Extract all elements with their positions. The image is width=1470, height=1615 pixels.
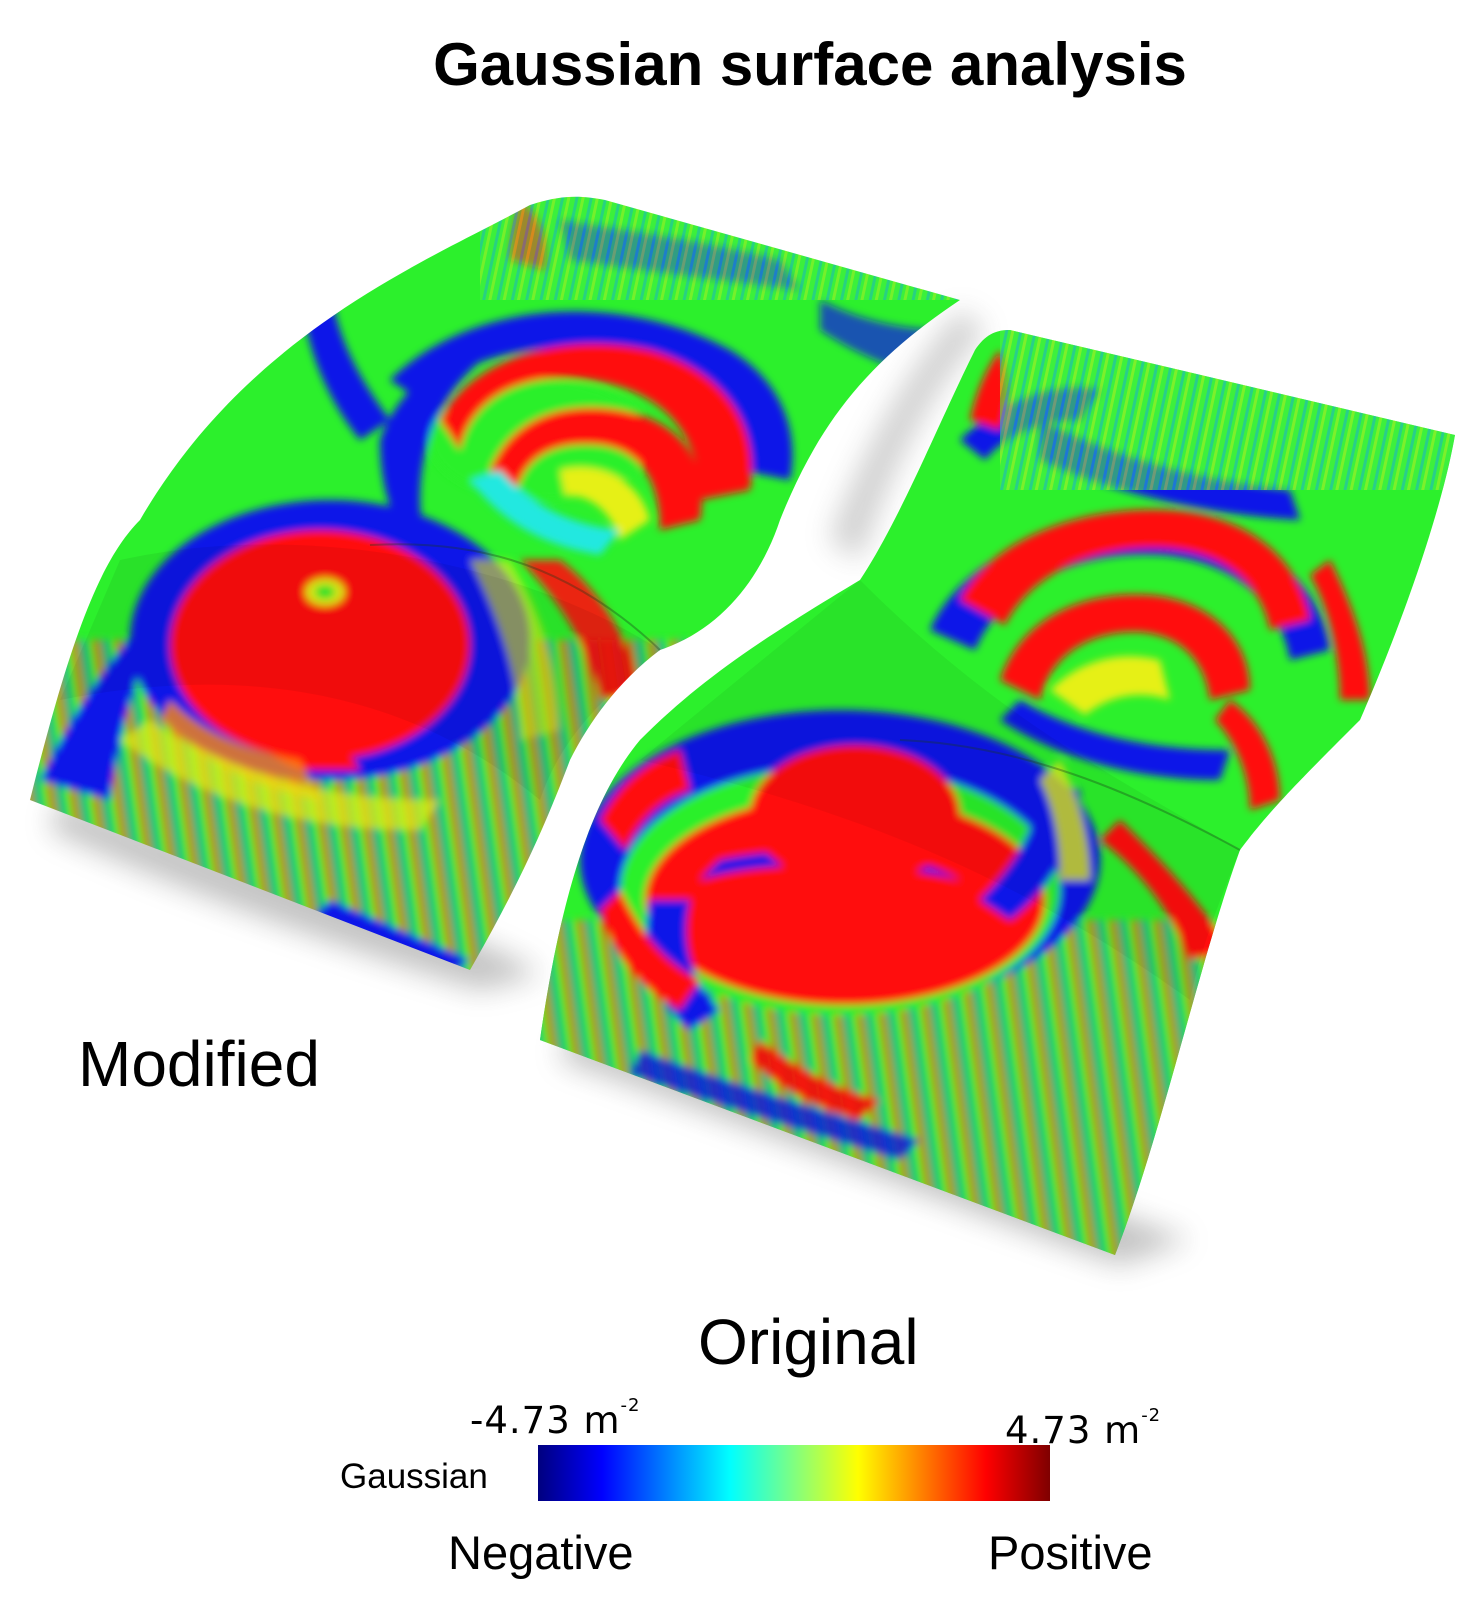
colorbar-min-exponent: -2 [620, 1395, 641, 1416]
colorbar-max-text: 4.73 m [1005, 1409, 1142, 1452]
colorbar-negative-label: Negative [448, 1526, 634, 1579]
modified-surface-shading [60, 544, 660, 800]
colorbar-max-exponent: -2 [1141, 1405, 1162, 1426]
original-label: Original [698, 1306, 919, 1378]
modified-fold-edge [369, 543, 661, 651]
colorbar-name: Gaussian [340, 1457, 488, 1496]
colorbar-min-text: -4.73 m [470, 1399, 621, 1442]
original-fold-edge [899, 739, 1241, 851]
colorbar-positive-label: Positive [988, 1526, 1153, 1579]
colorbar-min-value: -4.73 m-2 [470, 1395, 641, 1442]
colorbar-gradient [538, 1445, 1050, 1501]
figure-title: Gaussian surface analysis [433, 31, 1187, 98]
original-surface-shading [640, 580, 1240, 1000]
colorbar-max-value: 4.73 m-2 [1005, 1405, 1161, 1452]
modified-label: Modified [78, 1028, 320, 1100]
